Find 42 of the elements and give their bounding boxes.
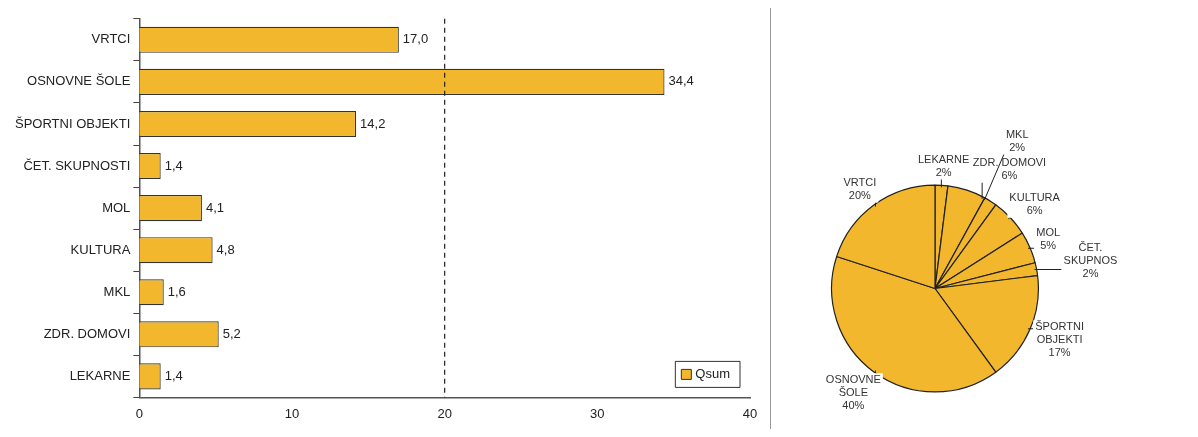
data-label: 2%: [1009, 140, 1026, 153]
x-tick-label: 0: [135, 405, 143, 421]
data-label: 2%: [1082, 266, 1099, 279]
data-label: 6%: [1026, 204, 1043, 217]
x-tick-label: 20: [437, 405, 452, 421]
data-label: 34,4: [668, 73, 694, 89]
data-label: 20%: [848, 189, 872, 202]
data-label: 4,1: [205, 199, 225, 215]
data-label: 5,2: [222, 325, 241, 341]
y-tick-label: MKL: [103, 283, 131, 299]
slice-label: ŠPORTNI OBJEKTI: [1035, 319, 1084, 345]
x-tick-label: 40: [742, 405, 758, 421]
data-label: 14,2: [360, 115, 386, 131]
slice-label: MOL: [1036, 226, 1061, 239]
y-tick-label: OSNOVNE ŠOLE: [27, 73, 131, 89]
slice-label: KULTURA: [1009, 191, 1061, 204]
data-label: 17,0: [402, 31, 429, 47]
slice-label: VRTCI: [843, 176, 877, 189]
y-tick-label: KULTURA: [70, 241, 131, 257]
y-tick-label: MOL: [102, 199, 131, 215]
y-tick-label: ŠPORTNI OBJEKTI: [14, 115, 131, 131]
data-label: 2%: [935, 165, 952, 178]
data-label: 17%: [1048, 345, 1071, 358]
legend-label: Qsum: [695, 365, 730, 381]
data-label: 5%: [1040, 239, 1057, 252]
x-tick-label: 10: [284, 405, 300, 421]
y-tick-label: LEKARNE: [69, 367, 131, 383]
slice-label: ČET. SKUPNOS: [1063, 240, 1118, 266]
slice-label: LEKARNE: [917, 152, 970, 165]
data-label: 1,4: [164, 157, 183, 173]
data-label: 1,6: [167, 283, 186, 299]
y-tick-label: VRTCI: [91, 31, 131, 47]
x-tick-label: 30: [590, 405, 605, 421]
data-label: 1,4: [164, 367, 183, 383]
slice-label: MKL: [1005, 127, 1029, 140]
data-label: 4,8: [216, 241, 235, 257]
slice-label: ZDR. DOMOVI: [972, 156, 1047, 169]
slice-label: OSNOVNE ŠOLE: [825, 372, 881, 398]
y-tick-label: ZDR. DOMOVI: [43, 325, 131, 341]
data-label: 6%: [1001, 169, 1018, 182]
y-tick-label: ČET. SKUPNOSTI: [23, 157, 131, 173]
data-label: 40%: [842, 398, 865, 411]
